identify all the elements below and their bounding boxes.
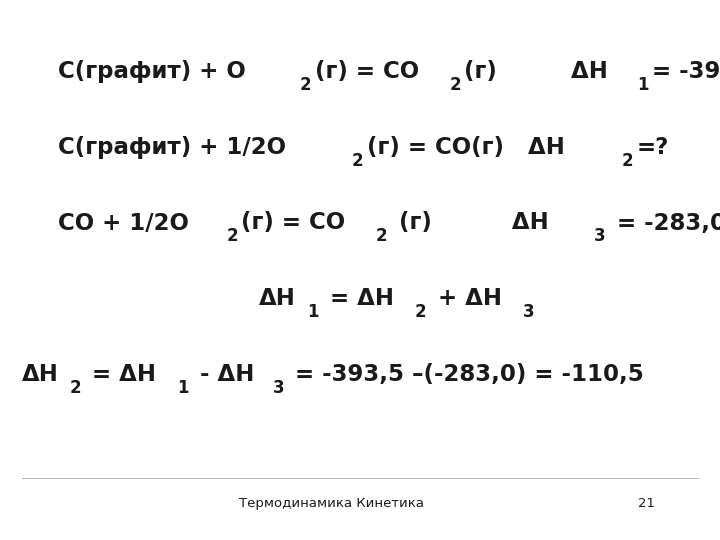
Text: 1: 1 <box>636 76 648 94</box>
Text: = ΔН: = ΔН <box>322 287 394 310</box>
Text: 3: 3 <box>272 379 284 396</box>
Text: = -283,0 кДж/моль: = -283,0 кДж/моль <box>609 212 720 234</box>
Text: 2: 2 <box>376 227 387 245</box>
Text: 2: 2 <box>227 227 238 245</box>
Text: ΔН: ΔН <box>259 287 296 310</box>
Text: 2: 2 <box>352 152 364 170</box>
Text: 21: 21 <box>638 497 655 510</box>
Text: - ΔН: - ΔН <box>192 363 254 386</box>
Text: С(графит) + 1/2О: С(графит) + 1/2О <box>58 136 286 159</box>
Text: + ΔН: + ΔН <box>430 287 502 310</box>
Text: = -393,5 –(-283,0) = -110,5: = -393,5 –(-283,0) = -110,5 <box>287 363 652 386</box>
Text: = ΔН: = ΔН <box>84 363 156 386</box>
Text: (г): (г) <box>464 60 497 83</box>
Text: =?: =? <box>637 136 670 159</box>
Text: 2: 2 <box>622 152 634 170</box>
Text: Термодинамика Кинетика: Термодинамика Кинетика <box>239 497 423 510</box>
Text: (г) = СО(г)   ΔН: (г) = СО(г) ΔН <box>366 136 564 159</box>
Text: (г) = СО: (г) = СО <box>315 60 419 83</box>
Text: (г) = СО: (г) = СО <box>241 212 346 234</box>
Text: 1: 1 <box>307 303 318 321</box>
Text: (г)          ΔН: (г) ΔН <box>391 212 549 234</box>
Text: 2: 2 <box>449 76 461 94</box>
Text: 2: 2 <box>415 303 426 321</box>
Text: 3: 3 <box>595 227 606 245</box>
Text: ΔН: ΔН <box>22 363 58 386</box>
Text: = -393,5 кДж/моль: = -393,5 кДж/моль <box>652 60 720 83</box>
Text: 1: 1 <box>177 379 189 396</box>
Text: С(графит) + О: С(графит) + О <box>58 60 246 83</box>
Text: 2: 2 <box>69 379 81 396</box>
Text: 3: 3 <box>523 303 534 321</box>
Text: 2: 2 <box>300 76 312 94</box>
Text: ΔН: ΔН <box>507 60 608 83</box>
Text: СО + 1/2О: СО + 1/2О <box>58 212 189 234</box>
